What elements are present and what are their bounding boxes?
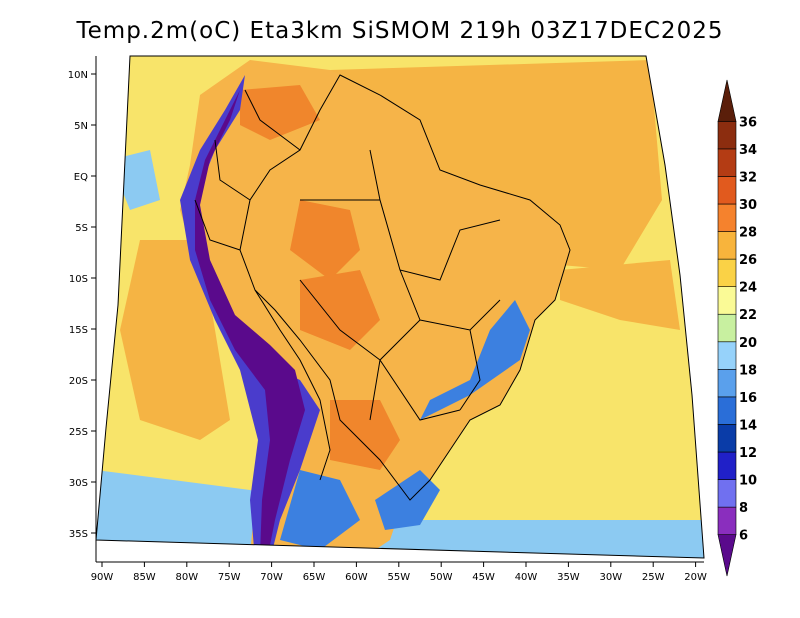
temperature-field (96, 56, 704, 558)
lon-tick-label: 55W (387, 572, 410, 583)
lon-tick-label: 75W (218, 572, 241, 583)
lat-tick-label: 30S (69, 478, 88, 489)
lon-tick-label: 20W (684, 572, 707, 583)
colorbar-segment (717, 451, 737, 480)
colorbar-label: 28 (739, 226, 757, 241)
lat-tick-label: 5S (75, 223, 88, 234)
colorbar-segment (717, 176, 737, 205)
map-title: Temp.2m(oC) Eta3km SiSMOM 219h 03Z17DEC2… (76, 18, 724, 44)
lon-tick-label: 50W (430, 572, 453, 583)
colorbar-label: 34 (739, 143, 757, 158)
lat-tick-label: 35S (69, 529, 88, 540)
colorbar-segment (717, 396, 737, 425)
andes-coldest-core (195, 90, 305, 555)
colorbar-arrow-top (717, 79, 737, 122)
lat-tick-label: 5N (74, 121, 88, 132)
lat-tick-label: 10S (69, 274, 88, 285)
latitude-axis: 10N 5N EQ 5S 10S 15S 20S 25S 30S 35S (68, 56, 97, 562)
state-borders (299, 149, 501, 421)
lon-tick-label: 35W (557, 572, 580, 583)
lon-tick-label: 30W (599, 572, 622, 583)
political-borders (194, 74, 571, 501)
colorbar-label: 12 (739, 446, 757, 461)
map-frame (95, 55, 705, 559)
colorbar-label: 10 (739, 474, 757, 489)
colorbar-label: 18 (739, 363, 757, 378)
cold-region-patagonia (280, 470, 360, 550)
cold-region-uruguay (375, 470, 440, 530)
colorbar-label: 20 (739, 336, 757, 351)
colorbar-segment (717, 258, 737, 287)
lon-tick-label: 60W (345, 572, 368, 583)
lon-tick-label: 80W (175, 572, 198, 583)
colorbar-segment (717, 286, 737, 315)
colorbar-label: 26 (739, 253, 757, 268)
colorbar-label: 16 (739, 391, 757, 406)
colorbar-label: 6 (739, 529, 748, 544)
lon-tick-label: 40W (515, 572, 538, 583)
colorbar-label: 30 (739, 198, 757, 213)
colorbar-segment (717, 313, 737, 343)
hot-region-chaco (330, 400, 400, 470)
lon-tick-label: 90W (91, 572, 114, 583)
colorbar-label: 36 (739, 115, 757, 130)
hot-region-central (300, 270, 380, 350)
lat-tick-label: 15S (69, 325, 88, 336)
lon-tick-label: 65W (303, 572, 326, 583)
colorbar-segment (717, 203, 737, 232)
hot-region-north (240, 85, 320, 140)
hot-region-amazon (290, 200, 360, 280)
colorbar: 6 8 10 12 14 16 18 20 22 24 26 28 30 32 34 36 (717, 79, 757, 577)
colorbar-label: 8 (739, 501, 748, 516)
warm-ocean-north-atlantic (330, 60, 662, 270)
lon-tick-label: 85W (133, 572, 156, 583)
brazil-border (239, 74, 571, 501)
colorbar-label: 22 (739, 308, 757, 323)
colorbar-label: 24 (739, 281, 757, 296)
lat-tick-label: 25S (69, 427, 88, 438)
cool-ocean-south (96, 470, 704, 558)
colorbar-label: 32 (739, 170, 757, 185)
colorbar-segment (717, 506, 737, 535)
colorbar-label: 14 (739, 418, 757, 433)
lon-tick-label: 70W (260, 572, 283, 583)
colorbar-segment (717, 121, 737, 150)
colorbar-segment (717, 341, 737, 370)
colorbar-arrow-bottom (717, 534, 737, 577)
warm-ocean-south-atlantic (560, 260, 680, 330)
lat-tick-label: EQ (74, 172, 88, 183)
country-borders-west (194, 89, 331, 481)
colorbar-segment (717, 479, 737, 508)
lat-tick-label: 20S (69, 376, 88, 387)
colorbar-segment (717, 424, 737, 453)
lon-tick-label: 25W (642, 572, 665, 583)
colorbar-segment (717, 369, 737, 398)
colorbar-segment (717, 148, 737, 177)
lon-tick-label: 45W (472, 572, 495, 583)
lat-tick-label: 10N (68, 70, 88, 81)
cold-region-southeast (420, 300, 530, 420)
colorbar-segment (717, 231, 737, 260)
longitude-axis: 90W 85W 80W 75W 70W 65W 60W 55W 50W 45W 40W 35W 30W 2… (91, 561, 707, 583)
